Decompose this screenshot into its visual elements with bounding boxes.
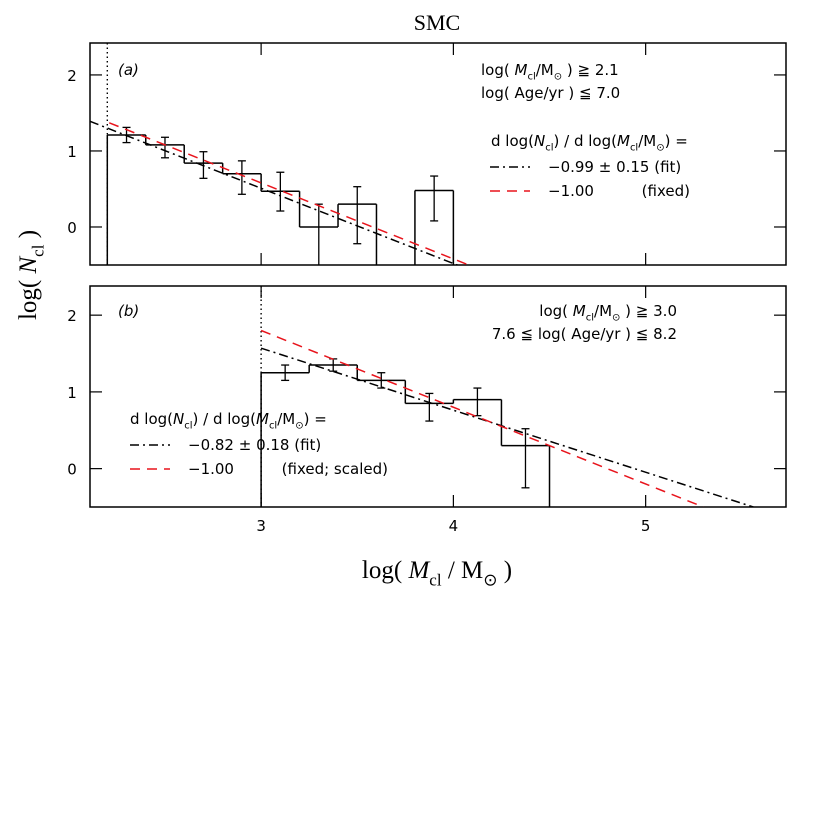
text-part: N (173, 410, 184, 428)
legend-label: −0.82 ± 0.18 (fit) (188, 436, 321, 454)
y-tick-label: 1 (67, 384, 77, 402)
plot-frame (89, 285, 787, 508)
x-tick-label: 3 (256, 517, 266, 535)
text-part: cl (29, 244, 48, 257)
plot-frame (89, 42, 787, 266)
text-part: ) ≧ 2.1 (562, 61, 619, 79)
text-part: N (534, 132, 545, 150)
text-part: cl (586, 313, 594, 324)
text-part: log( Age/yr ) ≦ 7.0 (481, 84, 620, 102)
text-part: ) = (304, 410, 327, 428)
text-part: ) ≧ 3.0 (620, 302, 677, 320)
text-part: / M (442, 557, 484, 584)
x-tick-label: 4 (449, 517, 459, 535)
text-part: cl (545, 143, 553, 154)
text-part: log( (362, 557, 409, 584)
text-part: /M (638, 132, 656, 150)
text-part: ⊙ (656, 143, 664, 154)
annotation: log( Age/yr ) ≦ 7.0 (481, 84, 620, 102)
chart-title: SMC (414, 10, 460, 35)
annotation: 7.6 ≦ log( Age/yr ) ≦ 8.2 (492, 325, 677, 343)
text-part: log( (15, 274, 42, 321)
text-part: cl (527, 72, 535, 83)
text-part: /M (277, 410, 295, 428)
legend-label: −1.00 (fixed) (548, 182, 690, 200)
text-part: cl (184, 421, 192, 432)
text-part: /M (536, 61, 554, 79)
text-part: d log( (130, 410, 173, 428)
text-part: M (407, 557, 430, 584)
slope-line (108, 122, 470, 265)
y-tick-label: 0 (67, 219, 77, 237)
text-part: log( (539, 302, 573, 320)
text-part: N (15, 256, 42, 275)
text-part: 7.6 ≦ log( Age/yr ) ≦ 8.2 (492, 325, 677, 343)
text-part: ) / d log( (554, 132, 617, 150)
text-part: ) (15, 230, 42, 245)
y-tick-label: 1 (67, 143, 77, 161)
slope-line (260, 329, 704, 507)
text-part: /M (594, 302, 612, 320)
x-tick-label: 5 (641, 517, 651, 535)
legend-label: −1.00 (fixed; scaled) (188, 460, 388, 478)
slope-line (260, 347, 754, 507)
annotation: log( Mcl/M⊙ ) ≧ 3.0 (539, 302, 677, 324)
text-part: M (617, 132, 630, 150)
text-part: ) / d log( (193, 410, 256, 428)
plot-area (90, 120, 470, 265)
text-part: ⊙ (554, 72, 562, 83)
text-part: cl (269, 421, 277, 432)
y-tick-label: 2 (67, 67, 77, 85)
annotation: d log(Ncl) / d log(Mcl/M⊙) = (130, 410, 327, 432)
text-part: d log( (491, 132, 534, 150)
x-axis-label: log( Mcl / M⊙ ) (362, 557, 512, 590)
text-part: ) = (665, 132, 688, 150)
y-axis-label: log( Ncl ) (15, 230, 48, 320)
annotation: log( Mcl/M⊙ ) ≧ 2.1 (481, 61, 619, 83)
annotation: d log(Ncl) / d log(Mcl/M⊙) = (491, 132, 688, 154)
text-part: M (515, 61, 528, 79)
text-part: ⊙ (612, 313, 620, 324)
y-tick-label: 2 (67, 307, 77, 325)
legend-label: −0.99 ± 0.15 (fit) (548, 158, 681, 176)
y-tick-label: 0 (67, 461, 77, 479)
text-part: ) (498, 557, 513, 584)
text-part: cl (429, 571, 442, 590)
plot-area (260, 329, 754, 507)
text-part: cl (630, 143, 638, 154)
panel-label: (a) (118, 61, 139, 79)
text-part: ⊙ (483, 571, 497, 590)
text-part: ⊙ (295, 421, 303, 432)
text-part: M (256, 410, 269, 428)
text-part: log( (481, 61, 515, 79)
panel-label: (b) (118, 302, 139, 320)
text-part: M (573, 302, 586, 320)
slope-line (90, 120, 460, 265)
